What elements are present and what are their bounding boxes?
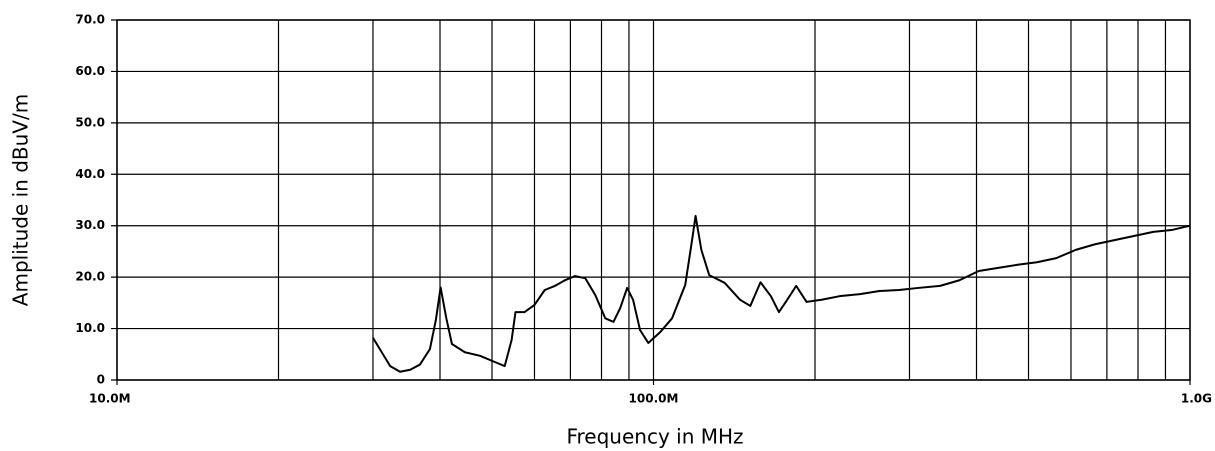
spectrum-line (372, 214, 1191, 373)
x-tick-label: 100.0M (629, 392, 679, 406)
y-tick-label: 10.0 (75, 321, 105, 335)
y-tick-label: 60.0 (75, 64, 105, 78)
y-tick-label: 30.0 (75, 218, 105, 232)
y-tick-label: 50.0 (75, 115, 105, 129)
y-tick-label: 20.0 (75, 270, 105, 284)
x-tick-label: 10.0M (89, 392, 131, 406)
y-tick-label: 0 (97, 373, 105, 387)
x-tick-label: 1.0G (1181, 392, 1212, 406)
y-tick-label: 40.0 (75, 167, 105, 181)
x-axis-title: Frequency in MHz (566, 425, 743, 449)
y-axis-title: Amplitude in dBuV/m (9, 94, 33, 306)
y-tick-label: 70.0 (75, 13, 105, 27)
plot-frame (116, 19, 1191, 381)
